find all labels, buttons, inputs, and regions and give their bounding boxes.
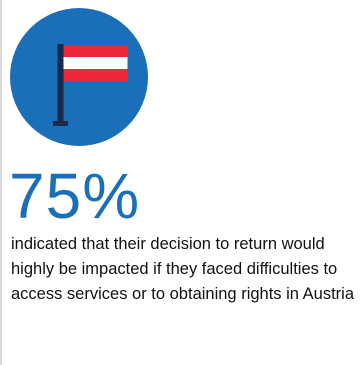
flag-pole [57,44,64,125]
austria-flag-icon [10,8,148,146]
flag-stripe-top [63,45,128,57]
flag-badge [10,8,148,146]
stat-percentage: 75% [9,160,141,232]
flag-pole-base [53,121,68,126]
stat-description: indicated that their decision to return … [11,235,354,303]
flag-stripe-bottom [63,69,128,81]
left-divider [0,0,2,365]
flag-stripe-middle [63,57,128,69]
